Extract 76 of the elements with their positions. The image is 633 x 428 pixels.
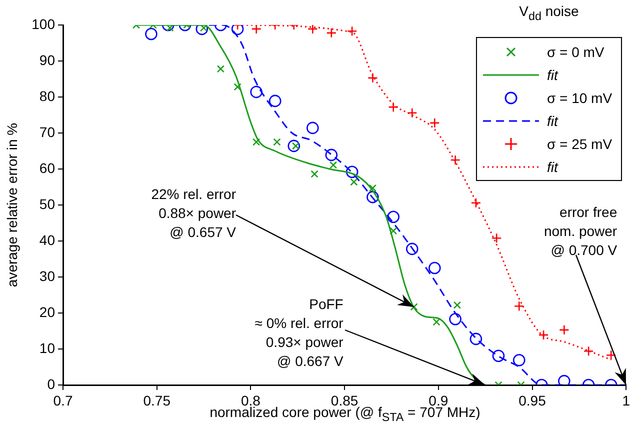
point xyxy=(406,242,418,256)
annotation: 22% rel. error 0.88× power @ 0.657 V xyxy=(151,184,236,242)
point xyxy=(453,301,462,309)
y-tick-label: 90 xyxy=(39,52,56,68)
point xyxy=(326,28,337,38)
point xyxy=(514,301,524,312)
y-tick-label: 0 xyxy=(47,376,56,392)
point xyxy=(430,118,440,128)
point xyxy=(216,65,224,73)
point xyxy=(231,25,244,36)
point xyxy=(388,102,399,112)
point xyxy=(558,374,570,385)
point xyxy=(273,138,281,146)
point xyxy=(449,312,462,326)
point xyxy=(346,26,358,36)
point xyxy=(325,148,338,162)
legend-label: fit xyxy=(547,66,558,82)
y-axis-title: average relative error in % xyxy=(4,122,20,288)
point xyxy=(368,72,378,84)
point xyxy=(606,350,616,360)
point xyxy=(492,350,505,362)
x-tick-label: 0.85 xyxy=(330,392,358,408)
x-tick-label: 0.9 xyxy=(428,392,448,408)
point xyxy=(368,184,377,192)
point xyxy=(251,25,262,34)
legend-title: V$_{dd}$ noise xyxy=(518,3,580,23)
x-tick-label: 0.75 xyxy=(143,392,171,408)
point xyxy=(410,303,418,311)
y-tick-label: 10 xyxy=(39,340,56,356)
point xyxy=(583,346,594,356)
y-tick-label: 50 xyxy=(39,196,56,212)
point xyxy=(512,354,526,366)
point xyxy=(310,170,318,178)
legend-label: fit xyxy=(547,158,558,174)
point xyxy=(252,138,260,146)
y-tick-label: 100 xyxy=(32,16,56,32)
x-tick-label: 0.95 xyxy=(518,392,546,408)
line-series xyxy=(135,25,486,385)
point xyxy=(306,122,319,134)
point xyxy=(559,324,570,336)
point xyxy=(450,154,460,166)
point xyxy=(432,318,440,326)
legend-label: σ = 25 mV xyxy=(547,136,612,152)
y-tick-label: 20 xyxy=(39,304,56,320)
y-tick-label: 80 xyxy=(39,88,56,104)
legend-label: fit xyxy=(547,112,558,128)
point xyxy=(234,83,242,91)
x-tick-label: 1 xyxy=(622,392,630,408)
y-tick-label: 40 xyxy=(39,232,56,248)
point xyxy=(387,210,400,224)
point xyxy=(491,232,502,244)
point xyxy=(288,140,300,152)
point xyxy=(250,86,262,98)
legend-label: σ = 0 mV xyxy=(547,44,604,60)
point xyxy=(196,25,208,36)
y-tick-label: 30 xyxy=(39,268,56,284)
point xyxy=(350,178,358,186)
point xyxy=(307,25,318,34)
annotation: PoFF ≈ 0% rel. error 0.93× power @ 0.667 V xyxy=(254,295,344,371)
point xyxy=(470,198,482,208)
y-tick-label: 60 xyxy=(39,160,56,176)
point xyxy=(166,25,174,32)
point xyxy=(428,262,441,274)
x-tick-label: 0.7 xyxy=(53,392,73,408)
point xyxy=(406,108,418,118)
y-tick-label: 70 xyxy=(39,124,56,140)
point xyxy=(145,28,158,40)
point xyxy=(390,227,398,235)
annotation: error free nom. power @ 0.700 V xyxy=(544,203,618,260)
point xyxy=(346,166,358,178)
point xyxy=(268,94,282,108)
point xyxy=(470,332,482,346)
legend-label: σ = 10 mV xyxy=(547,90,612,106)
point xyxy=(538,330,549,340)
point xyxy=(366,190,379,204)
point xyxy=(329,161,338,169)
